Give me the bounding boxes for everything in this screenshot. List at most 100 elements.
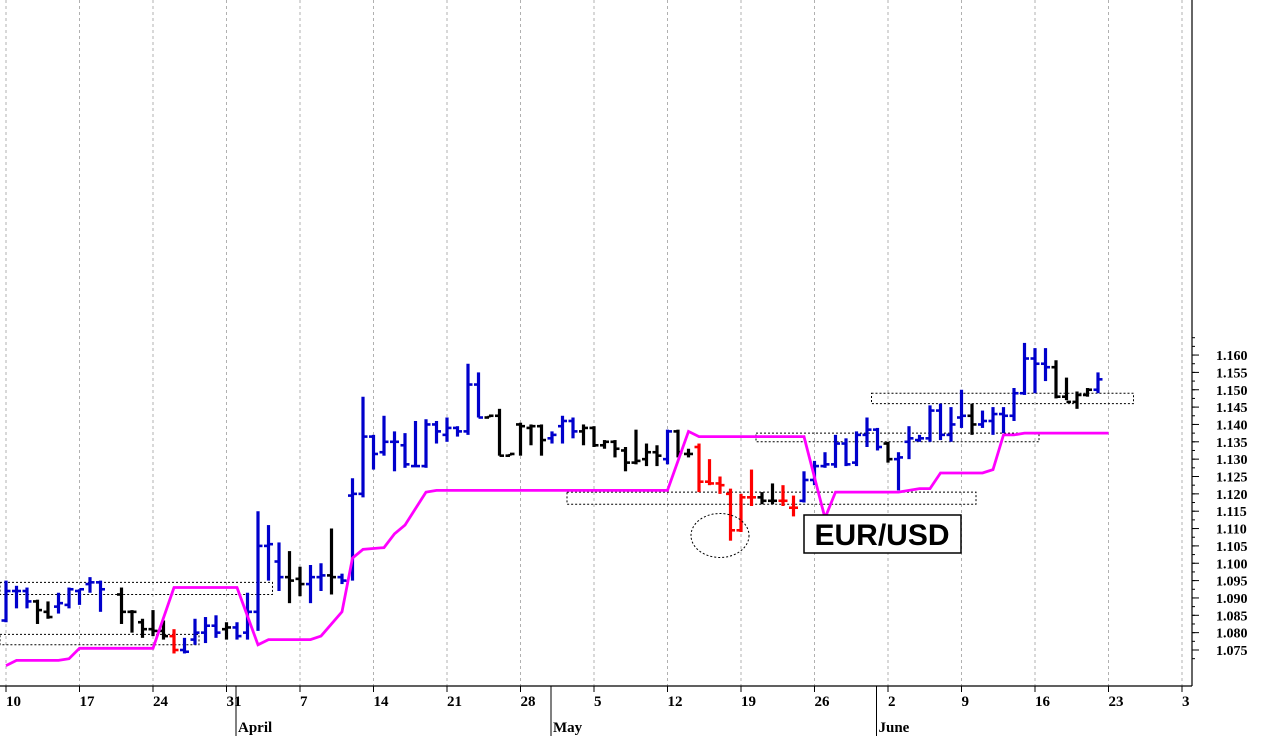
ohlc-bar-37 <box>400 433 410 468</box>
magenta-stop-line <box>5 429 1109 667</box>
x-tick-label-6: 21 <box>447 694 462 710</box>
ohlc-bar-93 <box>988 407 998 435</box>
ohlc-bar-11 <box>127 610 137 633</box>
ohlc-bar-27 <box>295 566 305 597</box>
ohlc-bar-4 <box>43 601 53 619</box>
y-tick-label-10: 1.125 <box>1216 471 1248 486</box>
ohlc-bar-77 <box>820 452 830 468</box>
ohlc-bar-36 <box>390 431 399 472</box>
ohlc-bar-0 <box>1 580 11 623</box>
ohlc-bar-100 <box>1062 377 1071 404</box>
ohlc-bar-96 <box>1020 342 1029 395</box>
ohlc-bar-53 <box>568 417 578 439</box>
chart-title: EUR/USD <box>803 514 962 554</box>
x-tick-label-0: 10 <box>6 694 21 710</box>
ohlc-bar-67 <box>715 476 725 494</box>
y-tick-label-17: 1.160 <box>1216 349 1248 364</box>
ohlc-bar-94 <box>999 407 1008 434</box>
ohlc-bar-58 <box>621 447 630 472</box>
ohlc-bar-99 <box>1051 360 1061 399</box>
ohlc-bar-74 <box>789 495 798 517</box>
x-tick-label-2: 24 <box>153 694 169 710</box>
ohlc-bar-38 <box>411 420 420 468</box>
month-label-0: April <box>238 720 272 736</box>
x-tick-label-10: 19 <box>741 694 756 710</box>
ohlc-bar-19 <box>211 615 221 638</box>
ohlc-bar-73 <box>778 485 788 506</box>
ohlc-bar-21 <box>232 622 242 640</box>
ohlc-bar-35 <box>379 415 389 456</box>
ohlc-bar-8 <box>85 577 95 593</box>
y-tick-label-5: 1.100 <box>1216 557 1248 572</box>
ohlc-bar-41 <box>442 417 452 442</box>
ohlc-bar-88 <box>936 403 945 441</box>
ohlc-bar-83 <box>883 441 893 463</box>
y-tick-label-2: 1.085 <box>1216 609 1248 624</box>
ohlc-bar-69 <box>736 493 746 533</box>
ohlc-bar-75 <box>799 471 809 503</box>
ohlc-bar-33 <box>358 396 368 498</box>
y-axis-ticks: 1.075 1.080 1.085 1.090 1.095 1.100 1.105 1.110… <box>1192 337 1248 660</box>
month-label-1: May <box>553 720 583 736</box>
x-tick-label-16: 3 <box>1182 694 1190 710</box>
ohlc-bar-40 <box>432 420 441 444</box>
ohlc-bar-72 <box>768 483 777 505</box>
ohlc-bar-60 <box>642 443 651 467</box>
ohlc-bar-29 <box>316 563 326 592</box>
ohlc-bar-31 <box>337 573 347 585</box>
ohlc-bar-6 <box>64 587 74 609</box>
level-box-0 <box>0 581 273 595</box>
highlight-ellipse <box>690 512 750 558</box>
ohlc-bar-54 <box>579 424 588 446</box>
x-axis-ticks: 10 17 24 31 7 14 21 28 5 12 19 26 2 9 16 23 3 April May Jun… <box>5 686 1190 736</box>
ohlc-bar-44 <box>474 372 483 419</box>
ohlc-bar-1 <box>12 585 21 609</box>
ohlc-bar-78 <box>831 434 840 468</box>
grid-lines <box>5 0 1183 686</box>
ohlc-bar-57 <box>610 440 620 458</box>
ohlc-bar-87 <box>925 405 935 442</box>
ohlc-bar-89 <box>946 407 956 442</box>
level-box-3 <box>755 432 1040 443</box>
ohlc-bar-49 <box>526 424 536 446</box>
ohlc-bar-34 <box>369 434 378 470</box>
ohlc-bar-28 <box>306 564 315 604</box>
x-tick-label-13: 9 <box>962 694 970 710</box>
ohlc-bar-10 <box>117 587 126 624</box>
ohlc-bar-86 <box>915 434 924 442</box>
y-tick-label-14: 1.145 <box>1216 401 1248 416</box>
y-tick-label-1: 1.080 <box>1216 627 1248 642</box>
ohlc-bar-55 <box>589 426 599 448</box>
y-tick-label-6: 1.105 <box>1216 540 1248 555</box>
ohlc-bar-39 <box>421 419 431 468</box>
ohlc-bar-91 <box>967 403 977 435</box>
ohlc-bar-5 <box>54 592 63 614</box>
x-tick-label-3: 31 <box>227 694 242 710</box>
ohlc-bar-103 <box>1093 372 1103 394</box>
axes <box>0 0 1193 687</box>
ohlc-bar-66 <box>705 459 714 486</box>
ohlc-bar-90 <box>957 389 966 428</box>
ohlc-bar-26 <box>285 551 294 604</box>
ohlc-bar-85 <box>904 426 914 460</box>
ohlc-bar-59 <box>631 429 641 465</box>
ohlc-bar-98 <box>1041 348 1050 382</box>
ohlc-bar-42 <box>453 426 462 437</box>
y-tick-label-8: 1.115 <box>1216 505 1247 520</box>
x-tick-label-9: 12 <box>668 694 683 710</box>
ohlc-bar-13 <box>148 610 158 637</box>
ohlc-bar-3 <box>33 599 42 624</box>
y-tick-label-16: 1.155 <box>1216 366 1248 381</box>
ohlc-bar-7 <box>75 587 84 605</box>
ohlc-bar-81 <box>862 417 872 448</box>
ohlc-bar-101 <box>1072 391 1082 409</box>
x-tick-label-12: 2 <box>888 694 896 710</box>
x-tick-label-15: 23 <box>1109 694 1124 710</box>
ohlc-bar-102 <box>1083 388 1092 397</box>
ohlc-bar-92 <box>978 410 987 428</box>
ohlc-bar-62 <box>663 429 672 465</box>
ohlc-bar-79 <box>841 438 851 467</box>
ohlc-bar-15 <box>169 629 179 654</box>
support-resistance-boxes <box>0 392 1134 646</box>
